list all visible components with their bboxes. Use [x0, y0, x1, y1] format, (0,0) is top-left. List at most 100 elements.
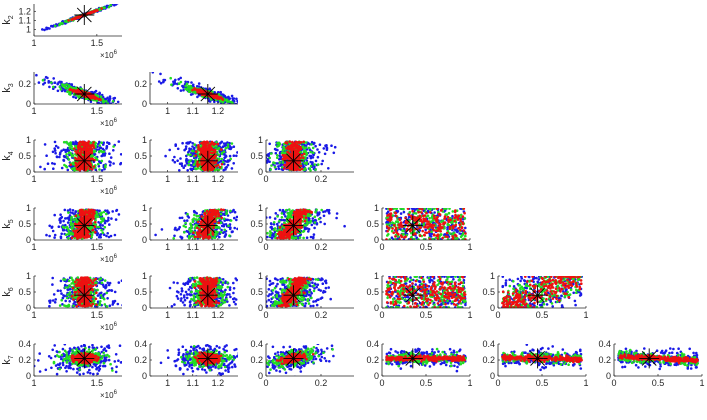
- true-value-marker-icon: [197, 215, 218, 236]
- y-tick-label: 0.5: [366, 219, 379, 229]
- scatter-points: [385, 347, 467, 373]
- y-tick-label: 0.4: [18, 339, 31, 349]
- inner-sample-points: [69, 140, 96, 172]
- x-tick-label: 1.2: [212, 310, 225, 320]
- y-tick-label: 0.2: [18, 79, 31, 89]
- scatter-panel-r6-c1: 1 1.5 0 0.2 0.4 ×106: [18, 339, 122, 400]
- x-tick-label: 1: [467, 242, 472, 252]
- x-tick-label: 1: [467, 378, 472, 388]
- x-tick-label: 0: [263, 174, 268, 184]
- x-tick-label: 0.5: [536, 378, 549, 388]
- x-tick-label: 1: [31, 310, 36, 320]
- x-tick-label: 1.2: [212, 106, 225, 116]
- y-tick-label: 1.2: [18, 6, 31, 16]
- scatter-panel-r4-c4: 0 0.5 1 0 0.5 1: [366, 203, 472, 252]
- x-axis-multiplier: ×106: [100, 118, 118, 128]
- y-tick-label: 0: [258, 303, 263, 313]
- x-tick-label: 1: [31, 242, 36, 252]
- true-value-marker-icon: [283, 215, 304, 236]
- x-tick-label: 0: [263, 242, 268, 252]
- y-tick-label: 0: [142, 235, 147, 245]
- true-value-marker-icon: [197, 84, 218, 104]
- scatter-panel-r4-c1: 1 1.5 0 0.5 1 ×106: [18, 203, 122, 264]
- y-tick-label: 1: [258, 203, 263, 213]
- inner-sample-points: [70, 208, 97, 240]
- y-tick-label: 0: [490, 303, 495, 313]
- true-value-marker-icon: [74, 5, 95, 25]
- scatter-panel-r3-c3: 0 0.2 0 0.5 1: [250, 135, 354, 184]
- y-tick-label: 1: [490, 271, 495, 281]
- y-tick-label: 0: [374, 235, 379, 245]
- x-tick-label: 1.5: [91, 38, 104, 48]
- scatter-panel-r5-c2: 1 1.1 1.2 0 0.5 1: [134, 271, 238, 320]
- x-tick-label: 0: [611, 378, 616, 388]
- y-tick-label: 1: [258, 135, 263, 145]
- scatter-panel-r2-c1: 1 1.5 0 0.2 ×106: [18, 72, 122, 128]
- y-tick-label: 0.2: [134, 79, 147, 89]
- true-value-marker-icon: [74, 348, 95, 369]
- y-tick-label: 0.5: [18, 151, 31, 161]
- y-tick-label: 0.5: [482, 287, 495, 297]
- x-tick-label: 1: [583, 378, 588, 388]
- inner-sample-points: [385, 208, 467, 240]
- x-tick-label: 0.5: [420, 378, 433, 388]
- scatter-panel-r2-c2: 1 1.1 1.2 0 0.2: [134, 72, 238, 116]
- x-tick-label: 1.2: [212, 242, 225, 252]
- x-tick-label: 1.5: [91, 174, 104, 184]
- y-tick-label: 0.2: [134, 355, 147, 365]
- x-axis-multiplier: ×106: [100, 186, 118, 196]
- x-tick-label: 1.1: [186, 242, 199, 252]
- scatter-points: [501, 276, 583, 308]
- row-y-label: k2: [1, 15, 15, 25]
- x-tick-label: 0: [495, 378, 500, 388]
- x-tick-label: 1.2: [212, 378, 225, 388]
- scatter-panel-r6-c6: 0 0.5 1 0 0.2 0.4: [598, 339, 704, 388]
- scatter-points: [385, 208, 467, 240]
- y-tick-label: 0.5: [250, 219, 263, 229]
- scatter-panel-r3-c2: 1 1.1 1.2 0 0.5 1: [134, 135, 238, 184]
- x-tick-label: 1: [165, 174, 170, 184]
- outer-sample-points: [41, 4, 119, 32]
- y-tick-label: 1: [26, 203, 31, 213]
- y-tick-label: 1: [258, 271, 263, 281]
- true-value-marker-icon: [74, 215, 95, 236]
- scatter-points: [501, 344, 583, 372]
- y-tick-label: 0: [142, 303, 147, 313]
- y-tick-label: 0.5: [18, 219, 31, 229]
- x-tick-label: 1.5: [91, 378, 104, 388]
- x-tick-label: 1.1: [186, 310, 199, 320]
- y-tick-label: 0: [26, 99, 31, 109]
- true-value-marker-icon: [283, 348, 304, 369]
- scatter-panel-r5-c5: 0 0.5 1 0 0.5 1: [482, 271, 588, 320]
- x-tick-label: 1: [31, 174, 36, 184]
- true-value-marker-icon: [197, 348, 218, 369]
- x-tick-label: 1.5: [91, 106, 104, 116]
- row-y-label: k7: [1, 355, 15, 365]
- y-tick-label: 0: [26, 303, 31, 313]
- x-tick-label: 1: [583, 310, 588, 320]
- y-tick-label: 0.2: [482, 355, 495, 365]
- x-tick-label: 1: [31, 106, 36, 116]
- x-tick-label: 1: [467, 310, 472, 320]
- y-tick-label: 0: [374, 371, 379, 381]
- y-tick-label: 0.5: [18, 287, 31, 297]
- scatter-panel-r6-c5: 0 0.5 1 0 0.2 0.4: [482, 339, 588, 388]
- inner-sample-points: [501, 276, 583, 308]
- scatter-points: [385, 276, 467, 308]
- row-y-label: k6: [1, 287, 15, 297]
- inner-sample-points: [193, 276, 221, 308]
- y-tick-label: 0: [258, 167, 263, 177]
- y-tick-label: 0.5: [250, 151, 263, 161]
- y-tick-label: 1: [374, 203, 379, 213]
- y-tick-label: 0: [606, 371, 611, 381]
- y-tick-label: 1: [374, 271, 379, 281]
- x-tick-label: 1.1: [186, 174, 199, 184]
- scatter-panel-r5-c3: 0 0.2 0 0.5 1: [250, 271, 354, 320]
- y-tick-label: 0: [258, 235, 263, 245]
- y-tick-label: 1.1: [18, 15, 31, 25]
- scatter-panel-r6-c2: 1 1.1 1.2 0 0.2 0.4: [134, 339, 238, 388]
- x-tick-label: 1: [165, 378, 170, 388]
- true-value-marker-icon: [197, 150, 218, 171]
- true-value-marker-icon: [402, 285, 423, 306]
- scatter-points: [34, 344, 122, 376]
